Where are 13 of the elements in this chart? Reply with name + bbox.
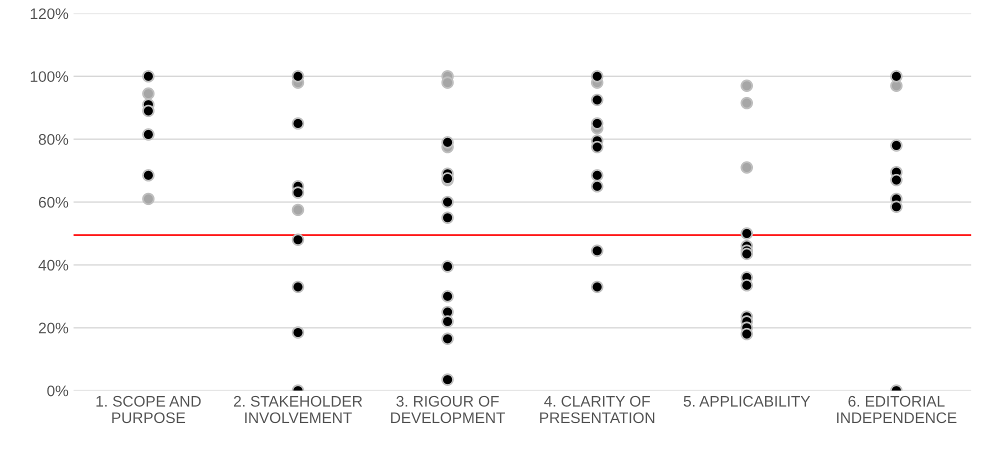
y-tick-label: 100% [30,71,68,82]
y-tick-label: 120% [30,8,68,20]
y-tick-label: 80% [38,134,68,145]
y-tick-label: 60% [38,196,68,208]
x-tick-label: 2. STAKEHOLDER INVOLVEMENT [234,396,362,424]
y-tick-label: 40% [38,260,68,271]
x-tick-label: 6. EDITORIAL INDEPENDENCE [837,396,956,424]
y-tick-label: 20% [38,322,68,334]
x-tick-label: 5. APPLICABILITY [684,396,810,407]
y-tick-label: 0% [47,386,68,396]
x-tick-label: 3. RIGOUR OF DEVELOPMENT [391,396,505,424]
x-tick-label: 4. CLARITY OF PRESENTATION [540,396,654,424]
x-tick-label: 1. SCOPE AND PURPOSE [96,396,201,424]
